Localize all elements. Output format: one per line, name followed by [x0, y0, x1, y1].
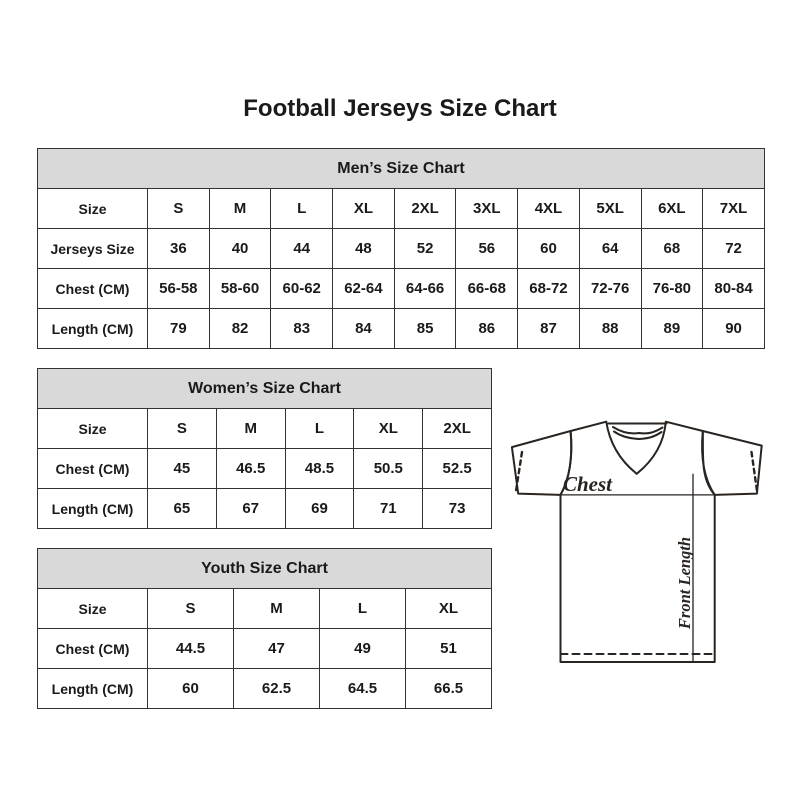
svg-text:Chest: Chest: [563, 472, 613, 496]
svg-text:Front Length: Front Length: [675, 537, 694, 630]
